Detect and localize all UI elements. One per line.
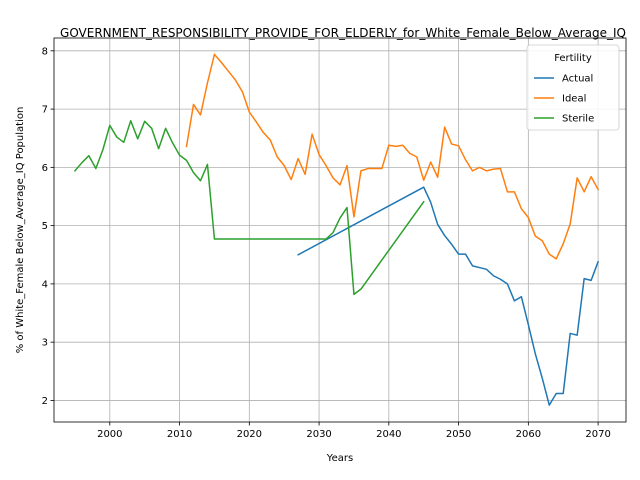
- x-axis-label: Years: [326, 453, 353, 464]
- legend-label-sterile: Sterile: [562, 114, 594, 125]
- chart-title: GOVERNMENT_RESPONSIBILITY_PROVIDE_FOR_EL…: [60, 26, 626, 40]
- plot-frame: [53, 37, 627, 423]
- legend-box: [526, 44, 620, 131]
- y-tick-label: 2: [42, 396, 48, 407]
- x-axis: 2000 2010 2020 2030 2040 2050 2060 2070: [97, 422, 611, 440]
- y-tick-label: 6: [42, 163, 48, 174]
- x-tick-label: 2030: [306, 429, 331, 440]
- x-tick-label: 2020: [237, 429, 262, 440]
- legend-label-actual: Actual: [562, 74, 593, 85]
- x-tick-label: 2000: [97, 429, 122, 440]
- legend: Fertility Actual Ideal Sterile: [526, 44, 620, 131]
- y-axis-label: % of White_Female Below_Average_IQ Popul…: [15, 107, 26, 354]
- series-line-sterile: [73, 119, 425, 296]
- x-tick-label: 2040: [376, 429, 401, 440]
- x-tick-label: 2010: [167, 429, 192, 440]
- legend-title: Fertility: [554, 53, 592, 64]
- y-tick-label: 3: [42, 338, 48, 349]
- x-tick-label: 2060: [516, 429, 541, 440]
- y-axis: 2 3 4 5 6 7 8: [42, 46, 54, 407]
- x-tick-label: 2070: [585, 429, 610, 440]
- y-tick-label: 5: [42, 221, 48, 232]
- x-tick-label: 2050: [446, 429, 471, 440]
- y-tick-label: 7: [42, 105, 48, 116]
- series-line-ideal: [185, 53, 600, 260]
- series-layer: [73, 53, 600, 406]
- y-tick-label: 4: [42, 279, 48, 290]
- legend-label-ideal: Ideal: [562, 94, 586, 105]
- series-line-actual: [297, 186, 600, 406]
- y-tick-label: 8: [42, 46, 48, 57]
